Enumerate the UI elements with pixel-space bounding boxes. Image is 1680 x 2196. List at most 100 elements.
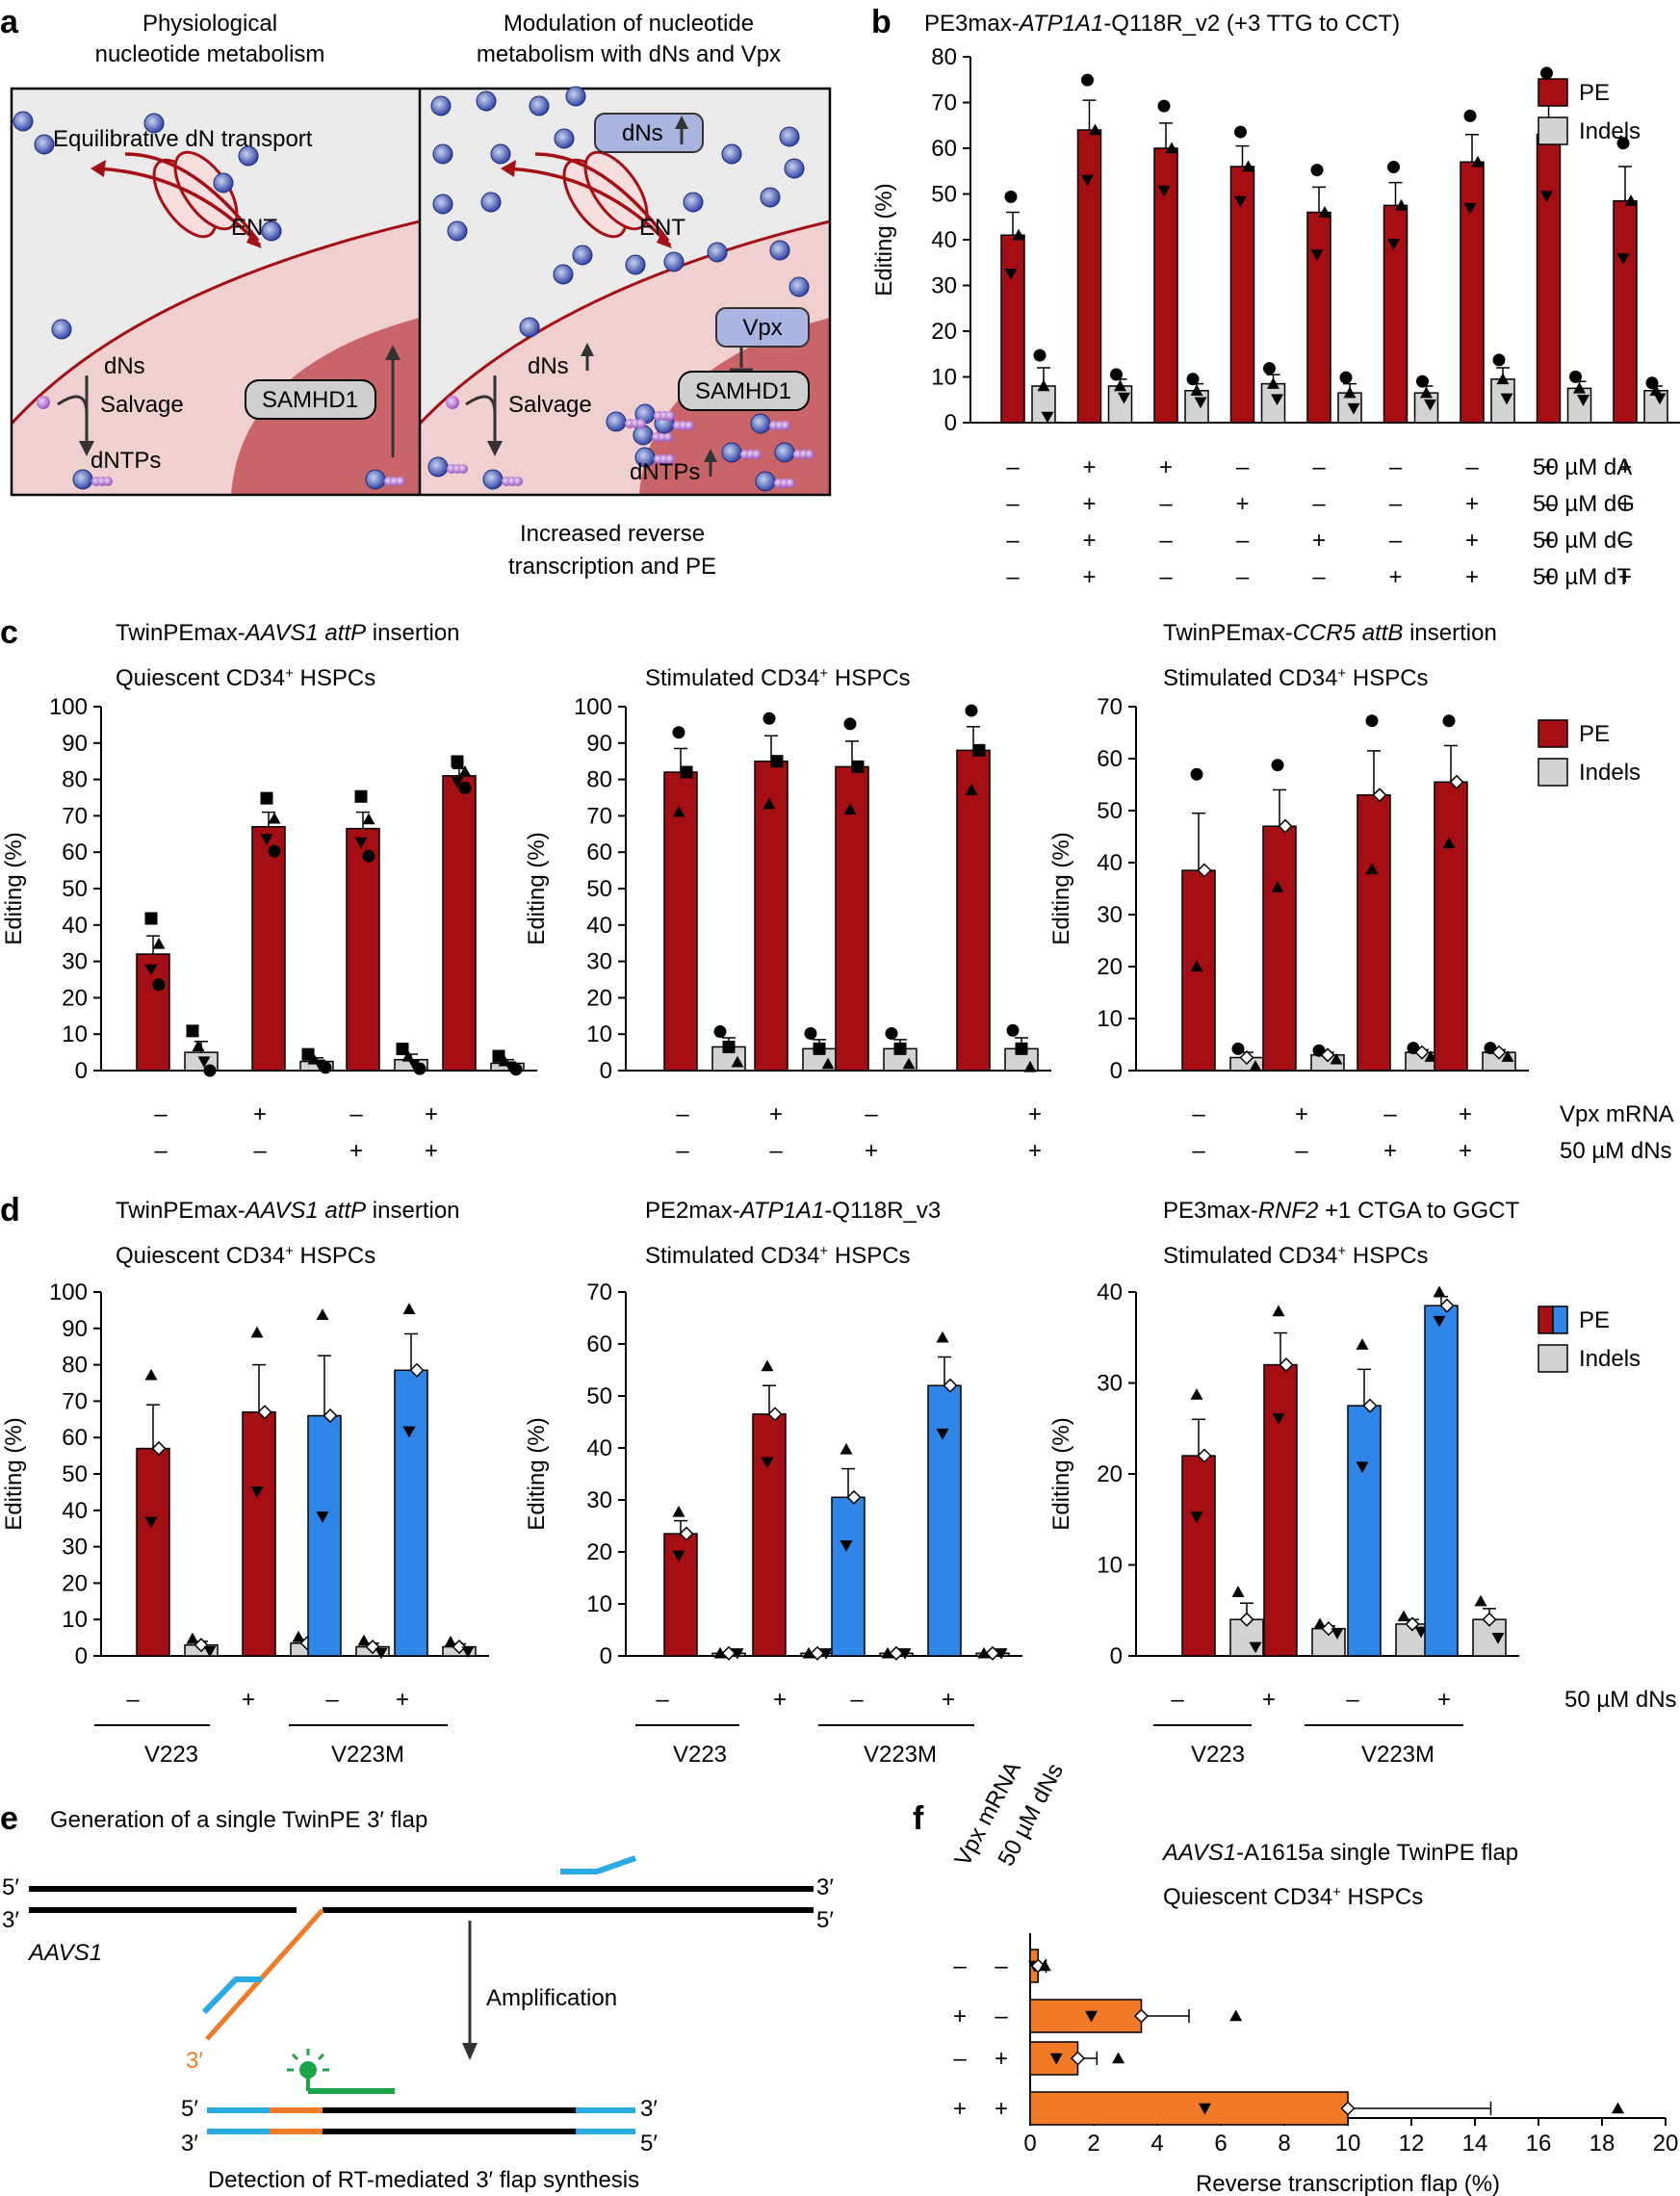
condition-sign: +	[773, 1687, 787, 1713]
nucleoside-ball-icon	[553, 264, 574, 285]
condition-sign: –	[1236, 454, 1250, 480]
nucleoside-ball-icon	[34, 134, 55, 155]
replicate-point	[1114, 379, 1126, 392]
d1-subtitle: Quiescent CD34+ HSPCs	[116, 1243, 375, 1270]
replicate-point	[292, 1630, 305, 1642]
bar-pe	[956, 749, 991, 1072]
condition-sign: +	[1618, 454, 1632, 480]
legend-b: PE Indels	[1538, 78, 1641, 145]
replicate-point	[1023, 1060, 1037, 1072]
replicate-point	[813, 1042, 826, 1055]
bar-pe	[1434, 781, 1468, 1072]
replicate-point	[1310, 249, 1324, 261]
legend-b-pe-swatch	[1538, 78, 1568, 107]
x-tick-label: 20	[1653, 2131, 1679, 2157]
condition-sign: –	[1312, 454, 1326, 480]
nucleoside-ball-icon	[784, 158, 805, 179]
replicate-point	[492, 1049, 505, 1063]
replicate-point	[1229, 2009, 1243, 2022]
replicate-point	[731, 1055, 744, 1068]
replicate-point	[409, 1362, 425, 1378]
condition-sign: +	[253, 1101, 267, 1127]
d3-subtitle: Stimulated CD34+ HSPCs	[1163, 1243, 1429, 1270]
replicate-point	[972, 743, 986, 757]
y-tick-label: 50	[586, 876, 612, 902]
salvage-label-left: Salvage	[100, 392, 184, 418]
replicate-point	[672, 726, 685, 739]
replicate-point	[936, 1428, 949, 1440]
y-tick-label: 40	[62, 913, 88, 939]
replicate-point	[402, 1426, 416, 1438]
panel-d-conditions: – + – + V223 V223M – + – + V223 V223M – + – + V223 V223M	[94, 1687, 1463, 1768]
samhd1-label-left: SAMHD1	[262, 387, 358, 413]
replicate-point	[936, 1331, 949, 1343]
panel-e-caption: Detection of RT-mediated 3′ flap synthes…	[208, 2167, 639, 2193]
y-tick-label: 100	[49, 694, 88, 720]
y-tick-label: 50	[586, 1383, 612, 1409]
e-top-3prime: 3′	[816, 1874, 834, 1900]
legend-b-indels: Indels	[1579, 118, 1641, 144]
replicate-point	[362, 849, 375, 863]
ent-transporter-right-icon	[501, 150, 672, 248]
condition-label: 50 µM dT	[1533, 564, 1631, 590]
replicate-point	[407, 1059, 421, 1071]
bar-pe	[242, 1410, 276, 1657]
dntp-ball-icon	[427, 456, 449, 478]
replicate-point	[943, 1378, 958, 1393]
condition-sign: –	[1295, 1138, 1308, 1164]
bar-pe	[1536, 134, 1562, 424]
y-tick-label: 80	[62, 767, 88, 793]
y-tick-label: 80	[586, 767, 612, 793]
panel-d: d TwinPEmax-AAVS1 attP insertion Quiesce…	[0, 1192, 1677, 1768]
dntp-ball-icon	[721, 442, 742, 463]
vpx-box	[715, 307, 810, 348]
condition-sign: +	[1459, 1101, 1472, 1127]
y-tick-label: 10	[1097, 1006, 1123, 1032]
replicate-point	[1318, 206, 1331, 218]
replicate-point	[1234, 125, 1247, 139]
replicate-point	[977, 1646, 991, 1659]
panel-a-caption-2: transcription and PE	[508, 554, 716, 580]
replicate-point	[1006, 1023, 1020, 1037]
replicate-point	[840, 1442, 853, 1455]
d2-title: PE2max-ATP1A1-Q118R_v3	[645, 1198, 941, 1224]
replicate-point	[1577, 395, 1590, 406]
condition-sign: –	[1006, 528, 1020, 554]
y-tick-label: 10	[1097, 1553, 1123, 1579]
replicate-point	[1616, 137, 1630, 150]
x-tick-label: 10	[1335, 2131, 1361, 2157]
replicate-point	[1197, 863, 1212, 878]
replicate-point	[260, 791, 273, 805]
ent-label-right: ENT	[639, 215, 685, 241]
replicate-point	[1133, 2008, 1150, 2024]
replicate-point	[257, 1405, 272, 1420]
chart-f: 0 2 4 6 8 10 12 14 16 18 20 Reverse transcription f…	[953, 1933, 1678, 2196]
nucleoside-ball-icon	[238, 145, 259, 167]
replicate-point	[1242, 160, 1254, 172]
replicate-point	[1339, 371, 1353, 384]
replicate-point	[851, 760, 865, 773]
replicate-point	[902, 1057, 916, 1070]
legend-c-pe: PE	[1579, 721, 1610, 747]
d3-title: PE3max-RNF2 +1 CTGA to GGCT	[1163, 1198, 1519, 1224]
replicate-point	[1313, 1617, 1327, 1630]
chart-c1: 0 10 20 30 40 50 60 70 80 90 100 Editing (%)	[1, 694, 537, 1084]
replicate-point	[1340, 2101, 1356, 2116]
replicate-point	[1653, 393, 1667, 405]
x-tick-label: 14	[1462, 2131, 1488, 2157]
replicate-point	[365, 1639, 380, 1655]
panel-c-label: c	[0, 614, 18, 651]
bar-indels	[1107, 385, 1133, 424]
replicate-point	[762, 797, 776, 810]
replicate-point	[1471, 155, 1485, 168]
c3-title: TwinPEmax-CCR5 attB insertion	[1163, 620, 1497, 646]
replicate-point	[1500, 393, 1513, 405]
condition-sign: +	[769, 1101, 783, 1127]
nucleoside-ball-icon	[432, 143, 453, 165]
condition-sign: +	[942, 1687, 955, 1713]
replicate-point	[458, 782, 472, 795]
bar-pe	[663, 771, 698, 1072]
y-tick-label: 20	[62, 985, 88, 1011]
dntp-phosphate-icon	[665, 411, 675, 421]
condition-sign: +	[1082, 491, 1096, 517]
